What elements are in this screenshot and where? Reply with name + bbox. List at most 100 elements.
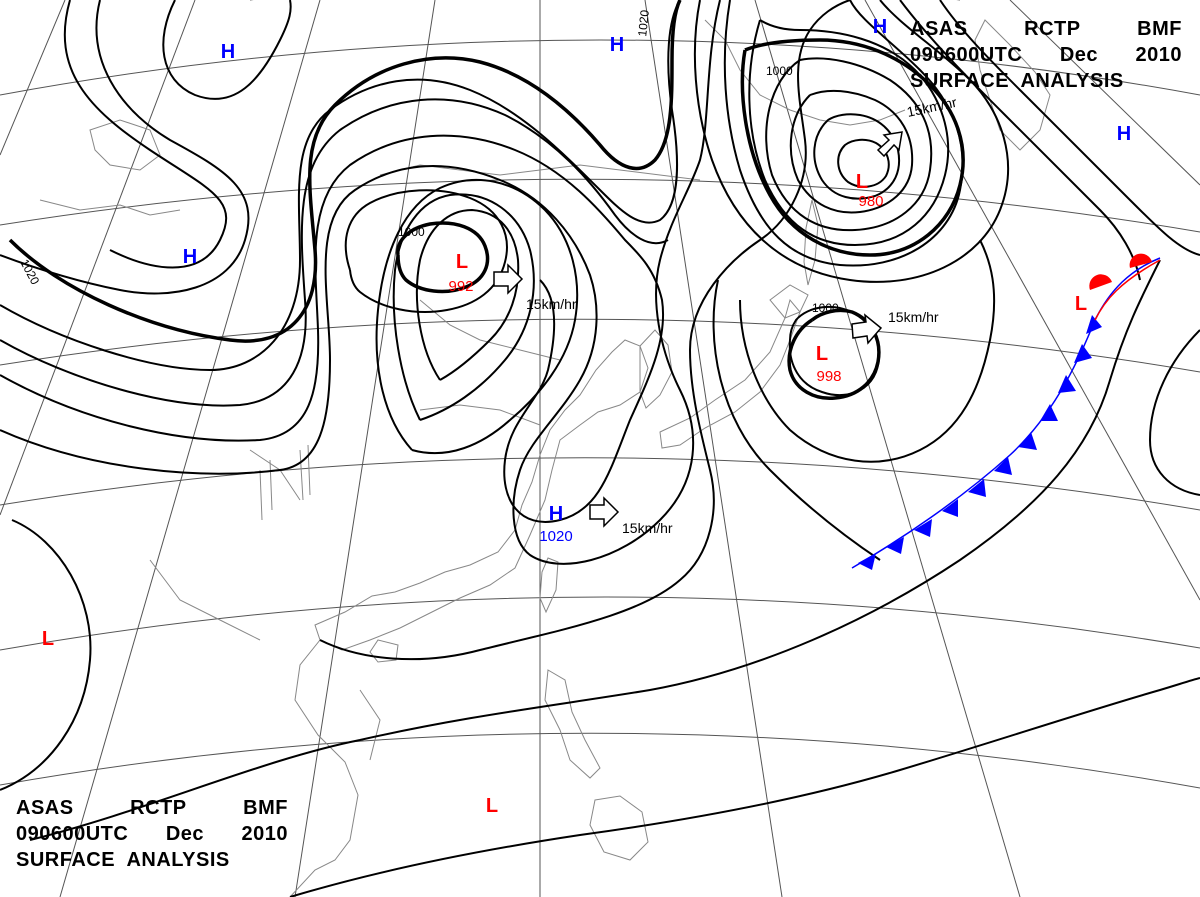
front-semicircle xyxy=(1089,274,1112,290)
isobar xyxy=(392,193,535,421)
latitude-line xyxy=(0,318,1200,373)
isobar xyxy=(748,19,950,247)
isobar xyxy=(0,0,250,295)
isobar-value-labels: 1020 1000 1000 1000 1020 xyxy=(17,9,839,315)
latitude-line xyxy=(0,457,1200,511)
warm-front-bumps xyxy=(1089,253,1152,290)
isobar xyxy=(939,0,1200,256)
isobar-value: 1020 xyxy=(635,9,652,37)
movement-speed-labels: 15km/hr 15km/hr 15km/hr 15km/hr xyxy=(526,94,958,536)
header-code: BMF xyxy=(1137,18,1182,40)
header-month: Dec xyxy=(165,823,205,845)
isobar-value: 1000 xyxy=(766,64,793,78)
header-time: 090600UTC xyxy=(16,823,129,845)
header-line-3: SURFACE ANALYSIS xyxy=(910,68,1182,94)
front-triangle xyxy=(942,499,958,517)
coastline-bay xyxy=(89,119,161,171)
isobar xyxy=(344,189,508,313)
coastline-okhotsk xyxy=(704,19,906,126)
coastline-hokkaido xyxy=(769,284,809,319)
isobar xyxy=(813,113,900,200)
front-triangle xyxy=(858,553,876,570)
isobar xyxy=(289,677,1200,897)
high-pressure-label: H xyxy=(549,503,563,525)
latitude-line xyxy=(0,596,1200,651)
isobar xyxy=(0,98,669,407)
fronts xyxy=(851,253,1161,570)
header-title: SURFACE ANALYSIS xyxy=(910,70,1124,92)
low-pressure-label: L xyxy=(42,628,54,650)
high-pressure-label: H xyxy=(610,34,624,56)
isobar xyxy=(1148,329,1200,496)
isobar-value: 1020 xyxy=(17,257,42,287)
cold-front-barbs xyxy=(858,315,1102,570)
isobar xyxy=(319,0,851,661)
isobar-1000 xyxy=(787,308,881,400)
front-triangle xyxy=(886,537,904,554)
coastlines xyxy=(39,19,1051,897)
isobar xyxy=(765,57,933,232)
coastline-luzon xyxy=(544,669,601,779)
isobar xyxy=(0,519,92,791)
high-pressure-label: H xyxy=(221,41,235,63)
coastline-indochina xyxy=(289,639,381,897)
speed-label: 15km/hr xyxy=(526,296,577,312)
isobar xyxy=(739,239,996,463)
front-triangle xyxy=(1074,344,1092,363)
pressure-systems: H H H H H H 1020 L 992 L 980 L 998 L L L xyxy=(42,16,1131,817)
high-pressure-label: H xyxy=(1117,123,1131,145)
longitude-line xyxy=(1009,0,1200,186)
latitude-line xyxy=(0,39,1200,96)
header-code: BMF xyxy=(243,797,288,819)
chart-header-bottom-left: ASAS RCTP BMF 090600UTC Dec 2010 SURFACE… xyxy=(16,795,288,873)
speed-label: 15km/hr xyxy=(622,520,673,536)
header-time: 090600UTC xyxy=(910,44,1023,66)
coastline-korea xyxy=(639,329,673,409)
isobar xyxy=(375,178,579,455)
isobar-1000 xyxy=(740,38,965,257)
low-pressure-label: L xyxy=(486,795,498,817)
coastline-kamchatka xyxy=(974,19,1051,151)
isobar xyxy=(29,259,1161,841)
header-year: 2010 xyxy=(1135,44,1182,66)
longitude-line xyxy=(294,0,436,897)
high-pressure-label: H xyxy=(183,246,197,268)
isobar xyxy=(162,0,292,100)
header-source: ASAS xyxy=(16,797,74,819)
front-triangle xyxy=(994,457,1012,475)
isobar xyxy=(789,89,914,214)
isobar-1020 xyxy=(8,0,682,343)
low-pressure-label: L xyxy=(1075,293,1087,315)
isobar xyxy=(0,134,664,523)
header-station: RCTP xyxy=(1024,18,1081,40)
isobar-value: 1000 xyxy=(812,301,839,315)
cold-front-line xyxy=(851,257,1161,569)
low-pressure-label: L xyxy=(456,251,468,273)
header-line-1: ASAS RCTP BMF xyxy=(910,16,1182,42)
front-triangle xyxy=(1040,404,1058,421)
latitude-line xyxy=(0,178,1200,233)
movement-arrows xyxy=(493,131,903,528)
header-year: 2010 xyxy=(241,823,288,845)
isobar xyxy=(415,208,520,381)
speed-label: 15km/hr xyxy=(905,94,958,120)
low-pressure-label: L xyxy=(816,343,828,365)
latitude-line xyxy=(0,732,1200,789)
warm-front-line xyxy=(1094,259,1161,321)
header-source: ASAS xyxy=(910,18,968,40)
movement-arrow xyxy=(851,313,883,345)
bold-isobars xyxy=(8,0,965,400)
front-triangle xyxy=(1086,315,1102,334)
isobar xyxy=(0,0,721,565)
chart-header-top-right: ASAS RCTP BMF 090600UTC Dec 2010 SURFACE… xyxy=(910,16,1182,94)
longitude-line xyxy=(0,0,66,156)
header-line-3: SURFACE ANALYSIS xyxy=(16,847,288,873)
movement-arrow xyxy=(876,131,903,158)
low-pressure-value: 998 xyxy=(816,368,841,385)
header-line-2: 090600UTC Dec 2010 xyxy=(910,42,1182,68)
speed-label: 15km/hr xyxy=(888,309,939,325)
header-line-1: ASAS RCTP BMF xyxy=(16,795,288,821)
coastline-hainan xyxy=(369,639,399,663)
